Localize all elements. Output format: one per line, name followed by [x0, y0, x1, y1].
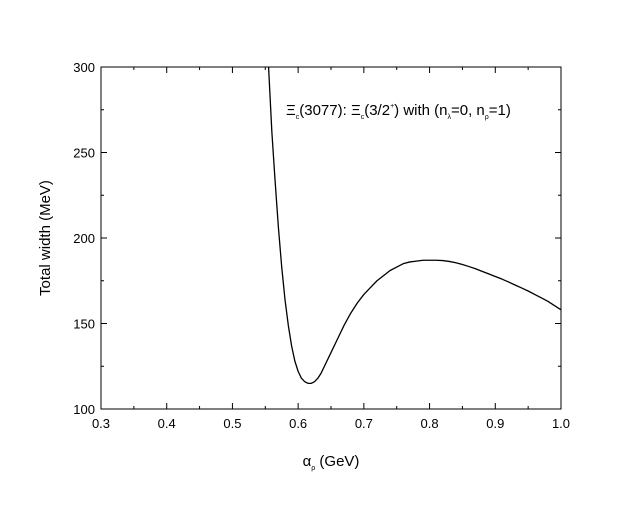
x-tick-label: 0.9	[486, 416, 504, 431]
y-tick-label: 150	[73, 317, 95, 332]
y-tick-label: 250	[73, 146, 95, 161]
x-tick-label: 0.3	[92, 416, 110, 431]
y-axis-ticks: 100 150 200 250 300	[73, 60, 561, 417]
series-layer	[267, 66, 562, 385]
y-tick-label: 300	[73, 60, 95, 75]
x-axis-title: αρ (GeV)	[303, 453, 360, 472]
x-axis-ticks: 0.3 0.4 0.5 0.6 0.7 0.8 0.9 1.0	[92, 67, 570, 431]
x-tick-label: 0.4	[158, 416, 176, 431]
x-tick-label: 0.8	[421, 416, 439, 431]
series-line	[267, 66, 562, 385]
x-tick-label: 1.0	[552, 416, 570, 431]
y-axis-title: Total width (MeV)	[37, 180, 54, 296]
x-tick-label: 0.5	[223, 416, 241, 431]
x-tick-label: 0.6	[289, 416, 307, 431]
y-tick-label: 200	[73, 231, 95, 246]
y-tick-label: 100	[73, 402, 95, 417]
series-annotation: Ξc(3077): Ξc(3/2+) with (nλ=0, nρ=1)	[286, 102, 511, 121]
x-tick-label: 0.7	[355, 416, 373, 431]
